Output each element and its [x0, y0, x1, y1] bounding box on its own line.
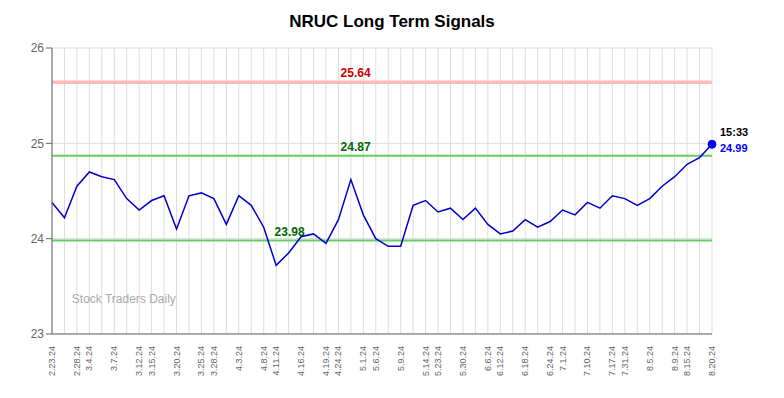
svg-text:25.64: 25.64	[341, 66, 371, 80]
svg-text:4.24.24: 4.24.24	[333, 346, 343, 376]
svg-text:3.15.24: 3.15.24	[147, 346, 157, 376]
svg-text:7.10.24: 7.10.24	[582, 346, 592, 376]
svg-text:8.5.24: 8.5.24	[645, 346, 655, 371]
svg-text:25: 25	[31, 137, 45, 151]
svg-text:2.23.24: 2.23.24	[47, 346, 57, 376]
svg-text:4.16.24: 4.16.24	[296, 346, 306, 376]
svg-text:6.6.24: 6.6.24	[483, 346, 493, 371]
svg-text:3.20.24: 3.20.24	[172, 346, 182, 376]
svg-text:4.11.24: 4.11.24	[271, 346, 281, 375]
svg-text:8.20.24: 8.20.24	[707, 346, 717, 376]
html-text:Stock Traders Daily: Stock Traders Daily	[71, 291, 176, 306]
svg-text:3.12.24: 3.12.24	[134, 346, 144, 376]
svg-text:23.98: 23.98	[274, 224, 305, 239]
svg-text:7.31.24: 7.31.24	[620, 346, 630, 376]
svg-text:6.18.24: 6.18.24	[520, 346, 530, 376]
svg-text:15:33: 15:33	[720, 126, 748, 138]
svg-text:6.24.24: 6.24.24	[545, 346, 555, 376]
svg-text:26: 26	[31, 41, 45, 55]
svg-text:8.9.24: 8.9.24	[670, 346, 680, 371]
svg-text:2.28.24: 2.28.24	[72, 346, 82, 376]
svg-text:5.6.24: 5.6.24	[371, 346, 381, 371]
svg-text:3.4.24: 3.4.24	[84, 346, 94, 371]
svg-text:5.30.24: 5.30.24	[458, 346, 468, 376]
svg-text:4.8.24: 4.8.24	[259, 346, 269, 371]
svg-text:5.1.24: 5.1.24	[358, 346, 368, 371]
svg-text:6.12.24: 6.12.24	[495, 346, 505, 376]
svg-text:5.9.24: 5.9.24	[396, 346, 406, 371]
svg-text:3.7.24: 3.7.24	[109, 346, 119, 371]
svg-text:7.17.24: 7.17.24	[607, 346, 617, 376]
html-text:NRUC Long Term Signals: NRUC Long Term Signals	[289, 12, 495, 31]
svg-text:24.99: 24.99	[720, 142, 748, 154]
svg-text:7.1.24: 7.1.24	[558, 346, 568, 371]
svg-text:24.87: 24.87	[341, 140, 371, 154]
svg-text:4.3.24: 4.3.24	[234, 346, 244, 371]
svg-text:5.23.24: 5.23.24	[433, 346, 443, 376]
svg-text:5.14.24: 5.14.24	[421, 346, 431, 376]
svg-text:23: 23	[31, 327, 45, 341]
svg-text:3.25.24: 3.25.24	[196, 346, 206, 376]
svg-text:3.28.24: 3.28.24	[209, 346, 219, 376]
svg-text:4.19.24: 4.19.24	[321, 346, 331, 376]
svg-text:24: 24	[31, 232, 45, 246]
svg-text:8.15.24: 8.15.24	[682, 346, 692, 376]
